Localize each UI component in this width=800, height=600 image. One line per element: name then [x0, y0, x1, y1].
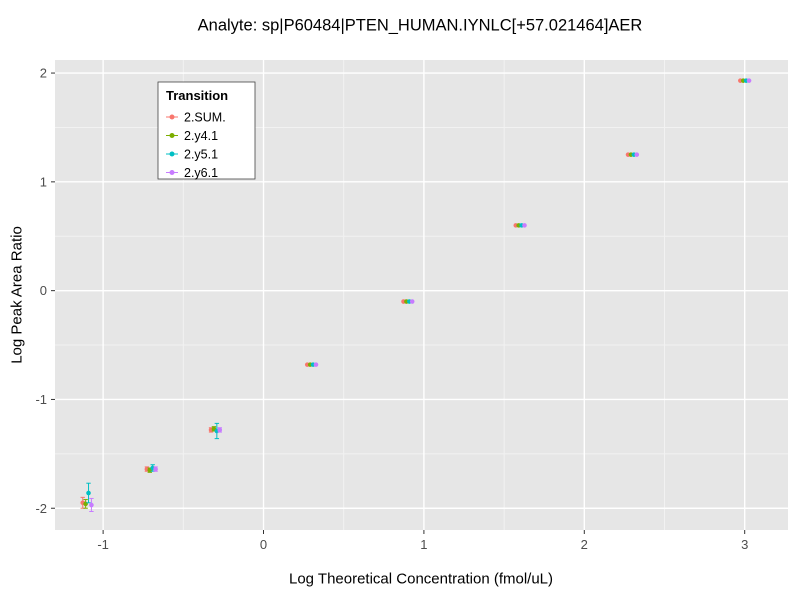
legend-label: 2.y4.1 — [184, 129, 218, 143]
legend-key-point — [169, 114, 175, 120]
grid-major — [55, 60, 788, 530]
data-point — [217, 427, 223, 433]
x-tick-label: 0 — [260, 537, 267, 552]
legend-key-point — [169, 170, 175, 175]
x-tick-label: 3 — [741, 537, 748, 552]
x-axis-title: Log Theoretical Concentration (fmol/uL) — [288, 570, 554, 588]
legend-box — [157, 81, 256, 180]
y-tick-label: 1 — [40, 174, 47, 189]
y-tick-label: 0 — [40, 283, 47, 298]
data-point — [153, 466, 158, 472]
legend-label: 2.y6.1 — [184, 166, 218, 180]
legend-key-point — [169, 151, 175, 157]
x-tick-label: -1 — [97, 537, 109, 552]
data-point — [409, 299, 415, 304]
data-point — [89, 502, 94, 508]
legend-key-point — [169, 133, 175, 138]
data-point — [746, 78, 752, 83]
data-point — [83, 501, 88, 507]
y-tick-label: -2 — [35, 501, 47, 516]
data-point — [522, 223, 527, 228]
legend-label: 2.y5.1 — [184, 147, 218, 161]
data-point — [86, 490, 91, 496]
data-point — [313, 362, 319, 367]
y-tick-label: 2 — [40, 66, 47, 81]
x-tick-label: 2 — [581, 537, 588, 552]
legend-title: Transition — [166, 88, 228, 103]
data-point — [634, 152, 640, 157]
data-points — [80, 78, 752, 513]
legend-label: 2.SUM. — [184, 110, 226, 124]
legend: Transition 2.SUM. 2.y4.1 2.y5.1 2.y6.1 — [157, 81, 256, 180]
axis-ticks: -1 0 1 2 3 -2 -1 0 1 2 — [35, 66, 748, 552]
x-tick-label: 1 — [420, 537, 427, 552]
y-tick-label: -1 — [35, 392, 47, 407]
plot-title: Analyte: sp|P60484|PTEN_HUMAN.IYNLC[+57.… — [197, 16, 643, 35]
